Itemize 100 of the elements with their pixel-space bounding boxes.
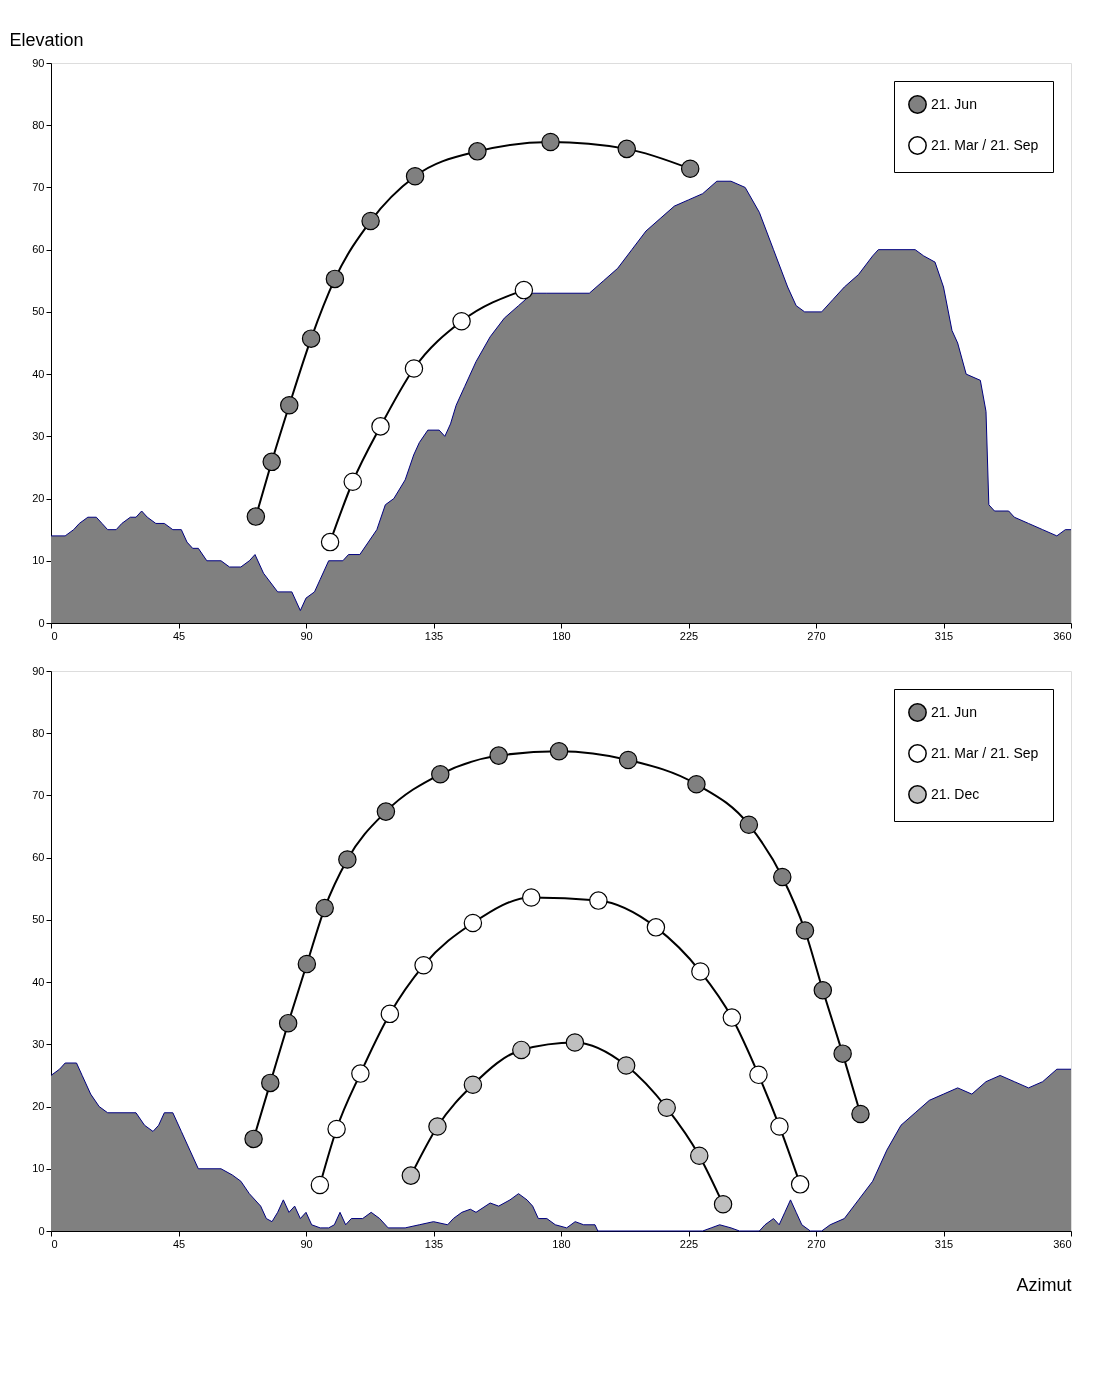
x-axis-title: Azimut: [1016, 1274, 1072, 1295]
x-tick-label: 135: [424, 629, 444, 642]
point: [541, 132, 560, 152]
y-tick-label: 20: [32, 492, 45, 505]
y-tick-label: 40: [32, 975, 45, 988]
legend-label: 21. Dec: [931, 785, 980, 802]
y-tick-label: 10: [32, 554, 45, 567]
point: [617, 139, 636, 159]
point: [404, 359, 424, 378]
x-tick-label: 270: [807, 1237, 826, 1250]
x-tick-label: 225: [679, 629, 699, 642]
point: [549, 742, 569, 761]
x-tick-label: 0: [51, 629, 58, 642]
point: [361, 211, 380, 231]
y-tick-label: 10: [32, 1162, 45, 1175]
point: [489, 746, 508, 765]
legend-label: 21. Jun: [931, 95, 977, 112]
point: [327, 1119, 346, 1139]
point: [795, 921, 815, 940]
point: [468, 142, 487, 161]
x-tick-label: 315: [934, 1237, 954, 1250]
point: [690, 1146, 709, 1165]
point: [297, 954, 317, 974]
x-tick-label: 90: [300, 629, 313, 642]
point: [325, 269, 345, 289]
point: [431, 765, 450, 784]
x-tick-label: 180: [552, 1237, 571, 1250]
point: [713, 1195, 733, 1214]
x-tick-label: 360: [1053, 629, 1072, 642]
x-tick-label: 225: [679, 1237, 699, 1250]
point: [813, 980, 833, 1000]
point: [790, 1175, 810, 1194]
point: [244, 1129, 263, 1149]
y-tick-label: 60: [32, 243, 45, 256]
point: [278, 1013, 298, 1033]
point: [351, 1064, 370, 1083]
y-tick-label: 70: [32, 788, 45, 801]
point: [589, 891, 608, 910]
point: [301, 329, 321, 348]
point: [463, 913, 483, 933]
point: [320, 532, 340, 552]
point: [428, 1117, 447, 1136]
point: [343, 472, 363, 491]
y-tick-label: 50: [32, 913, 45, 926]
point: [687, 775, 706, 794]
legend-label: 21. Jun: [931, 703, 977, 720]
y-tick-label: 0: [38, 1224, 45, 1237]
point: [833, 1044, 852, 1063]
point: [401, 1166, 421, 1185]
point: [371, 417, 390, 436]
x-tick-label: 90: [300, 1237, 313, 1250]
point: [521, 888, 541, 907]
y-tick-label: 80: [32, 118, 45, 131]
point: [280, 395, 299, 415]
point: [376, 802, 396, 821]
point: [680, 159, 700, 179]
y-tick-label: 30: [32, 1037, 45, 1050]
point: [414, 956, 433, 975]
x-tick-label: 180: [552, 629, 571, 642]
point: [405, 167, 425, 186]
point: [657, 1098, 676, 1118]
x-tick-label: 0: [51, 1237, 58, 1250]
point: [749, 1065, 768, 1085]
y-axis-title: Elevation: [9, 29, 84, 50]
point: [338, 850, 357, 869]
point: [616, 1056, 636, 1075]
y-tick-label: 30: [32, 429, 45, 442]
point: [565, 1033, 585, 1052]
x-tick-label: 45: [172, 1237, 186, 1250]
point: [851, 1104, 870, 1124]
point: [262, 452, 281, 472]
x-tick-label: 45: [172, 629, 186, 642]
y-tick-label: 40: [32, 367, 45, 380]
point: [261, 1073, 280, 1093]
point: [380, 1004, 400, 1024]
point: [512, 1040, 531, 1060]
y-tick-label: 60: [32, 851, 45, 864]
point: [722, 1008, 742, 1027]
point: [463, 1075, 483, 1095]
y-tick-label: 0: [38, 616, 45, 629]
point: [646, 918, 666, 937]
legend-label: 21. Mar / 21. Sep: [931, 136, 1039, 153]
point: [773, 867, 792, 887]
point: [691, 962, 710, 981]
point: [514, 280, 534, 300]
x-tick-label: 135: [424, 1237, 444, 1250]
y-tick-label: 20: [32, 1100, 45, 1113]
y-tick-label: 90: [32, 664, 45, 677]
y-tick-label: 50: [32, 305, 45, 318]
point: [618, 750, 638, 770]
point: [739, 815, 759, 834]
legend-label: 21. Mar / 21. Sep: [931, 744, 1039, 761]
point: [452, 311, 471, 331]
point: [315, 898, 334, 918]
y-tick-label: 80: [32, 726, 45, 739]
point: [246, 507, 266, 526]
y-tick-label: 70: [32, 180, 45, 193]
point: [770, 1117, 789, 1136]
x-tick-label: 270: [807, 629, 826, 642]
x-tick-label: 360: [1053, 1237, 1072, 1250]
